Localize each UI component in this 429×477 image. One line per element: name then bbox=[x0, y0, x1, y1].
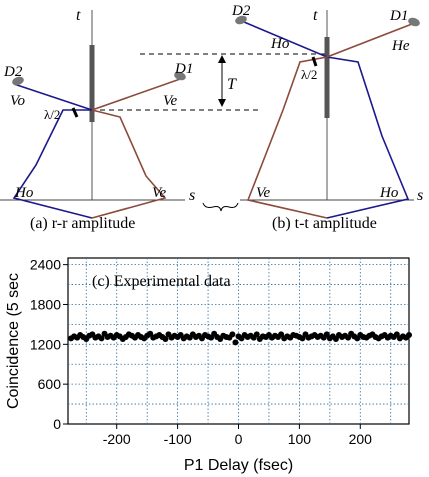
a-vo-label: Vo bbox=[10, 93, 26, 109]
b-detector2-icon bbox=[235, 15, 247, 25]
a-t-label: t bbox=[76, 7, 81, 24]
y-tick-label: 2400 bbox=[30, 257, 61, 273]
a-brown-lower bbox=[91, 109, 167, 219]
a-d2-label: D2 bbox=[3, 64, 23, 80]
x-tick-label: 200 bbox=[349, 431, 373, 447]
b-caption: (b) t-t amplitude bbox=[272, 215, 377, 232]
a-detector1-icon bbox=[174, 71, 186, 81]
a-ho-label: Ho bbox=[14, 185, 34, 201]
a-brown-upper bbox=[91, 77, 184, 111]
grid-lines bbox=[68, 258, 409, 424]
y-tick-label: 0 bbox=[53, 416, 61, 432]
x-tick-label: -200 bbox=[103, 431, 131, 447]
y-tick-label: 1800 bbox=[30, 296, 61, 312]
a-blue-upper bbox=[13, 83, 93, 111]
diagram-b: t T D2 D1 Ho He λ/2 Ve Ho s (b) t-t ampl… bbox=[100, 3, 423, 232]
brace-connector bbox=[202, 202, 239, 212]
chart-c: -200 -100 0 100 200 0 600 1200 1800 2400 (c) Exp… bbox=[5, 257, 412, 474]
a-caption: (a) r-r amplitude bbox=[30, 215, 135, 232]
b-t-label: t bbox=[313, 7, 318, 24]
y-tick-label: 600 bbox=[38, 376, 62, 392]
y-axis-label: Coincidence (5 sec bbox=[5, 273, 22, 409]
data-point bbox=[253, 331, 260, 338]
b-d1-label: D1 bbox=[389, 8, 408, 24]
diagram-a: t D2 D1 Vo Ve λ/2 Ho Ve s (a) r-r amplit… bbox=[0, 7, 195, 232]
y-ticks: 0 600 1200 1800 2400 bbox=[30, 257, 68, 432]
b-ho-label: Ho bbox=[270, 36, 290, 52]
b-d2-label: D2 bbox=[231, 3, 251, 19]
data-points bbox=[68, 330, 412, 346]
b-ve-bottom-label: Ve bbox=[256, 185, 271, 201]
x-tick-label: 100 bbox=[288, 431, 312, 447]
data-point bbox=[406, 332, 412, 339]
b-s-label: s bbox=[417, 187, 423, 204]
b-brown-upper bbox=[326, 23, 413, 58]
a-s-label: s bbox=[189, 187, 195, 204]
a-d1-label: D1 bbox=[174, 61, 193, 77]
b-arrow-head-up bbox=[218, 55, 226, 63]
b-arrow-head-down bbox=[218, 99, 226, 107]
b-blue-path bbox=[243, 21, 410, 219]
x-axis-label: P1 Delay (fsec) bbox=[184, 457, 293, 474]
y-tick-label: 1200 bbox=[30, 336, 61, 352]
x-tick-label: 0 bbox=[235, 431, 243, 447]
b-ho-bottom-label: Ho bbox=[379, 185, 399, 201]
a-ve-bottom-label: Ve bbox=[152, 185, 167, 201]
b-t-interval-label: T bbox=[227, 76, 237, 93]
data-point bbox=[162, 336, 169, 343]
a-blue-lower bbox=[12, 109, 93, 219]
x-ticks: -200 -100 0 100 200 bbox=[103, 424, 372, 447]
a-waveplate-mark bbox=[71, 107, 79, 118]
a-waveplate-label: λ/2 bbox=[44, 107, 60, 122]
b-he-label: He bbox=[391, 38, 410, 54]
b-detector1-icon bbox=[408, 17, 420, 27]
data-point bbox=[98, 335, 105, 342]
a-detector2-icon bbox=[12, 76, 24, 86]
b-brown-lower bbox=[246, 56, 328, 219]
x-tick-label: -100 bbox=[164, 431, 192, 447]
data-point bbox=[232, 339, 239, 346]
a-ve-label: Ve bbox=[163, 93, 178, 109]
b-waveplate-mark bbox=[311, 56, 318, 67]
b-waveplate-label: λ/2 bbox=[301, 67, 317, 82]
data-point bbox=[229, 331, 236, 338]
chart-annotation: (c) Experimental data bbox=[92, 273, 231, 290]
